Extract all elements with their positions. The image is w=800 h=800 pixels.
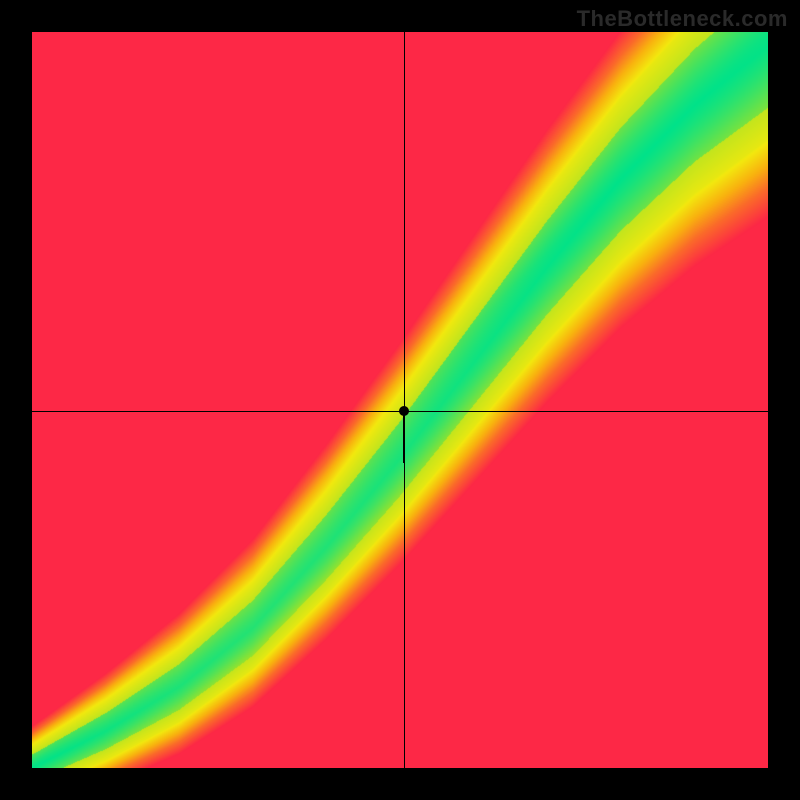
marker-stem <box>403 411 405 463</box>
heatmap-canvas <box>32 32 768 768</box>
crosshair-vertical <box>404 32 405 768</box>
watermark-text: TheBottleneck.com <box>577 6 788 32</box>
plot-area <box>32 32 768 768</box>
